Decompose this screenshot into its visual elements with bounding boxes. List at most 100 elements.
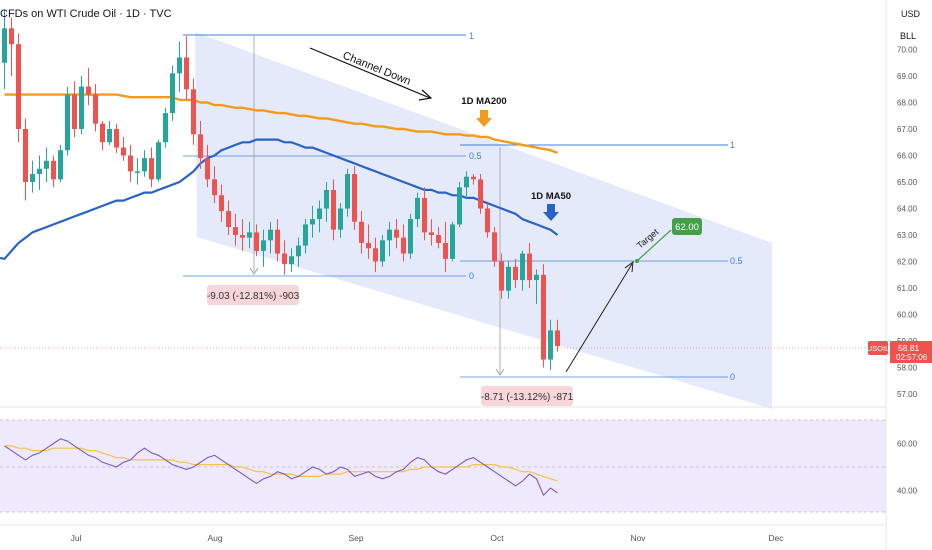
candle[interactable] xyxy=(303,219,308,254)
candle[interactable] xyxy=(205,144,210,188)
currency-label[interactable]: USD xyxy=(901,9,921,19)
price-range-measure-2[interactable]: -8.71 (-13.12%) -871 xyxy=(481,147,574,406)
candle[interactable] xyxy=(184,36,189,100)
candle[interactable] xyxy=(422,187,427,241)
rsi-ma-line[interactable] xyxy=(4,445,558,482)
candle[interactable] xyxy=(359,211,364,254)
candle[interactable] xyxy=(79,76,84,135)
candle[interactable] xyxy=(492,227,497,267)
candle[interactable] xyxy=(170,65,175,122)
candle[interactable] xyxy=(86,68,91,106)
rsi-line[interactable] xyxy=(4,438,558,497)
candle[interactable] xyxy=(548,319,553,371)
unit-label[interactable]: BLL xyxy=(900,31,916,41)
candle[interactable] xyxy=(219,184,224,222)
candle[interactable] xyxy=(191,78,196,145)
candle-body xyxy=(247,232,252,238)
candle[interactable] xyxy=(373,237,378,273)
candle-body xyxy=(275,229,280,254)
ma50-line[interactable] xyxy=(0,138,559,260)
candle[interactable] xyxy=(352,166,357,230)
candle[interactable] xyxy=(128,144,133,182)
candle[interactable] xyxy=(478,174,483,214)
candle[interactable] xyxy=(268,221,273,254)
candle[interactable] xyxy=(233,213,238,246)
candle[interactable] xyxy=(149,147,154,188)
time-axis[interactable]: Jul Aug Sep Oct Nov Dec xyxy=(71,533,785,543)
fib-retracement-1[interactable]: 1 0.5 0 xyxy=(183,31,482,281)
candle[interactable] xyxy=(275,219,280,262)
candle[interactable] xyxy=(16,33,21,143)
candle[interactable] xyxy=(387,221,392,257)
candle[interactable] xyxy=(513,258,518,288)
candle[interactable] xyxy=(380,235,385,267)
candle[interactable] xyxy=(114,123,119,153)
candle[interactable] xyxy=(450,221,455,262)
candle[interactable] xyxy=(156,139,161,182)
candle[interactable] xyxy=(534,269,539,304)
candle[interactable] xyxy=(471,174,476,185)
candle[interactable] xyxy=(506,261,511,299)
candle[interactable] xyxy=(289,248,294,273)
candle[interactable] xyxy=(261,229,266,267)
candle[interactable] xyxy=(520,250,525,291)
candle[interactable] xyxy=(163,107,168,148)
price-tag[interactable] xyxy=(890,341,932,363)
candle[interactable] xyxy=(345,168,350,217)
candle[interactable] xyxy=(226,200,231,235)
candle[interactable] xyxy=(177,41,182,92)
candle[interactable] xyxy=(30,160,35,193)
candle[interactable] xyxy=(485,203,490,238)
candle[interactable] xyxy=(443,221,448,273)
candle[interactable] xyxy=(338,203,343,238)
candle[interactable] xyxy=(247,221,252,249)
candle[interactable] xyxy=(65,86,70,156)
candle[interactable] xyxy=(415,192,420,228)
candle[interactable] xyxy=(310,205,315,238)
candle[interactable] xyxy=(541,264,546,368)
channel-down-area[interactable] xyxy=(195,32,772,409)
candle[interactable] xyxy=(457,182,462,228)
candle[interactable] xyxy=(72,81,77,137)
candle[interactable] xyxy=(282,240,287,275)
candle[interactable] xyxy=(100,121,105,151)
candle[interactable] xyxy=(408,213,413,259)
candle[interactable] xyxy=(135,158,140,185)
candle[interactable] xyxy=(555,319,560,352)
candle-body xyxy=(107,129,112,143)
candle[interactable] xyxy=(44,147,49,182)
candle[interactable] xyxy=(296,237,301,267)
price-range-measure-1[interactable]: -9.03 (-12.81%) -903 xyxy=(207,36,300,305)
candle[interactable] xyxy=(107,121,112,145)
candle[interactable] xyxy=(2,9,7,90)
candle[interactable] xyxy=(331,179,336,241)
fib-retracement-2[interactable]: 1 0.5 0 xyxy=(460,140,743,382)
candle[interactable] xyxy=(464,171,469,198)
candle[interactable] xyxy=(23,118,28,201)
candle[interactable] xyxy=(436,227,441,249)
candle[interactable] xyxy=(324,182,329,222)
candle[interactable] xyxy=(527,242,532,288)
candle[interactable] xyxy=(198,121,203,169)
candle[interactable] xyxy=(93,83,98,132)
candle[interactable] xyxy=(366,224,371,259)
candle[interactable] xyxy=(51,155,56,188)
target-badge[interactable] xyxy=(672,218,702,235)
rsi-axis[interactable]: 60.00 40.00 xyxy=(897,440,918,496)
candle[interactable] xyxy=(429,219,434,246)
candle[interactable] xyxy=(9,17,14,76)
candle[interactable] xyxy=(401,224,406,262)
candle-body xyxy=(464,176,469,188)
candle[interactable] xyxy=(212,166,217,204)
candle[interactable] xyxy=(499,253,504,299)
candle[interactable] xyxy=(121,136,126,161)
candle[interactable] xyxy=(58,144,63,182)
candle[interactable] xyxy=(317,200,322,233)
candle[interactable] xyxy=(394,219,399,249)
candle[interactable] xyxy=(142,150,147,177)
candle[interactable] xyxy=(240,219,245,251)
symbol-tag[interactable] xyxy=(868,341,888,355)
candle[interactable] xyxy=(37,155,42,190)
candle[interactable] xyxy=(254,224,259,257)
